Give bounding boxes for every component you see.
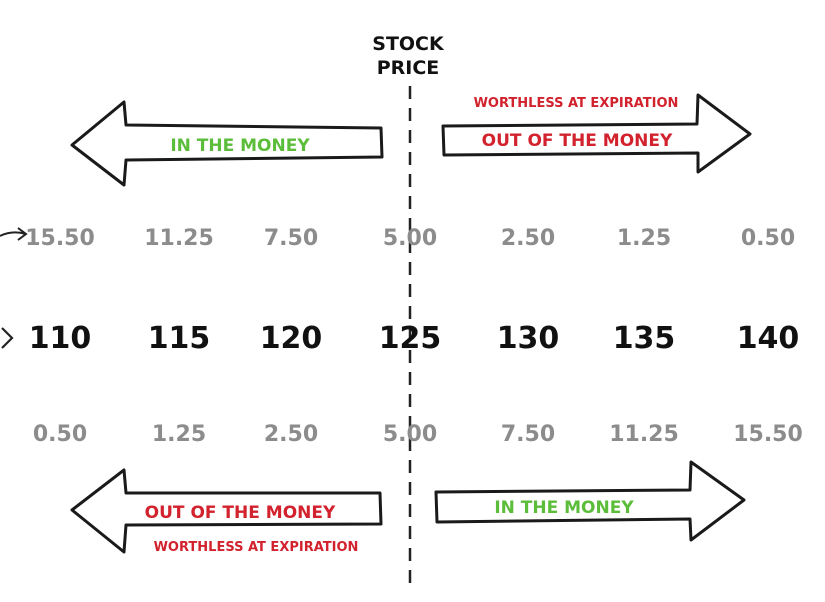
put-premium-value-1: 1.25 xyxy=(152,422,206,447)
strike-price-value-3: 125 xyxy=(379,321,442,356)
bottom-left-arrow-shape xyxy=(70,468,383,554)
top-right-arrow-shape xyxy=(441,93,752,174)
strike-prices-row: 110 115 120 125 130 135 140 xyxy=(29,321,800,356)
top-right-arrow-label: OUT OF THE MONEY xyxy=(482,131,673,151)
call-premium-value-4: 2.50 xyxy=(501,226,555,251)
top-left-arrow-shape xyxy=(70,100,384,187)
strike-price-value-0: 110 xyxy=(29,321,92,356)
bottom-right-arrow-shape xyxy=(434,460,746,542)
call-premium-value-5: 1.25 xyxy=(617,226,671,251)
call-premiums-row: 15.50 11.25 7.50 5.00 2.50 1.25 0.50 xyxy=(25,226,795,251)
call-premium-value-2: 7.50 xyxy=(264,226,318,251)
strike-price-value-4: 130 xyxy=(497,321,560,356)
header-title-line1: STOCK xyxy=(372,33,445,55)
call-premium-value-0: 15.50 xyxy=(25,226,95,251)
put-premiums-row: 0.50 1.25 2.50 5.00 7.50 11.25 15.50 xyxy=(33,422,803,447)
premium-row-pointer-icon xyxy=(0,227,28,241)
bottom-left-arrow-label: OUT OF THE MONEY xyxy=(145,503,336,523)
call-premium-value-6: 0.50 xyxy=(741,226,795,251)
top-right-arrow-caption: WORTHLESS AT EXPIRATION xyxy=(474,96,679,111)
put-premium-value-5: 11.25 xyxy=(609,422,679,447)
put-premium-value-3: 5.00 xyxy=(383,422,437,447)
header-title-line2: PRICE xyxy=(377,57,440,79)
strike-price-value-5: 135 xyxy=(613,321,676,356)
strike-price-value-6: 140 xyxy=(737,321,800,356)
strike-row-pointer-icon xyxy=(1,327,14,349)
strike-price-value-2: 120 xyxy=(260,321,323,356)
strike-price-value-1: 115 xyxy=(148,321,211,356)
call-premium-value-3: 5.00 xyxy=(383,226,437,251)
put-premium-value-6: 15.50 xyxy=(733,422,803,447)
put-premium-value-4: 7.50 xyxy=(501,422,555,447)
put-premium-value-2: 2.50 xyxy=(264,422,318,447)
call-premium-value-1: 11.25 xyxy=(144,226,214,251)
bottom-right-arrow-label: IN THE MONEY xyxy=(494,498,634,518)
put-premium-value-0: 0.50 xyxy=(33,422,87,447)
bottom-left-arrow-caption: WORTHLESS AT EXPIRATION xyxy=(154,540,359,555)
top-left-arrow-label: IN THE MONEY xyxy=(170,136,310,156)
